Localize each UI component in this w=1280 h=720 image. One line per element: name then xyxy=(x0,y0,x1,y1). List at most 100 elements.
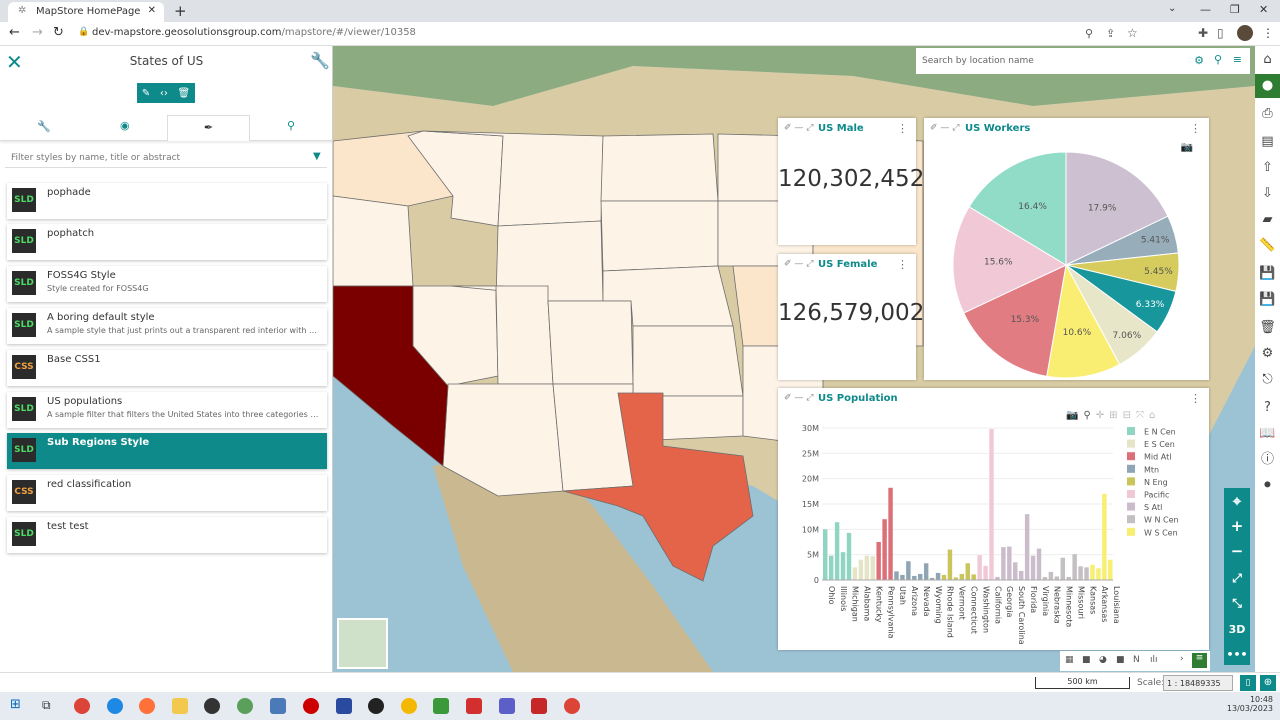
app-icon-5[interactable] xyxy=(204,698,220,714)
legend-label[interactable]: Mid Atl xyxy=(1144,453,1171,462)
bar[interactable] xyxy=(900,574,905,580)
bar[interactable] xyxy=(870,556,875,580)
bar[interactable] xyxy=(1030,555,1036,580)
overview-map-button[interactable] xyxy=(337,618,388,669)
bar[interactable] xyxy=(846,532,852,580)
camera-icon[interactable]: 📷 xyxy=(1180,142,1193,153)
bar[interactable] xyxy=(995,576,1000,580)
tab-style[interactable]: ✒ xyxy=(167,115,250,141)
legend-swatch[interactable] xyxy=(1127,502,1135,511)
filter-styles-input[interactable]: Filter styles by name, title or abstract xyxy=(5,148,327,168)
reload-icon[interactable]: ↻ xyxy=(53,25,64,40)
bar[interactable] xyxy=(1072,554,1077,580)
legend-label[interactable]: S Atl xyxy=(1144,503,1162,512)
scale-select[interactable]: 1 : 18489335 ⌄ xyxy=(1163,675,1233,697)
widget-menu-icon[interactable]: ⋮ xyxy=(1190,122,1201,135)
pie-widget-icon[interactable]: ◕ xyxy=(1099,655,1107,665)
bar[interactable] xyxy=(1042,576,1048,580)
window-close-button[interactable]: ✕ xyxy=(1259,3,1269,16)
bar[interactable] xyxy=(876,542,881,580)
sidebar-icon[interactable]: ▯ xyxy=(1217,26,1224,40)
table-widget-icon[interactable]: ▦ xyxy=(1065,655,1074,665)
locate-icon[interactable]: ⌖ xyxy=(1232,492,1242,510)
legend-swatch[interactable] xyxy=(1127,477,1135,486)
bar[interactable] xyxy=(947,549,953,580)
bar[interactable] xyxy=(918,573,923,580)
bar[interactable] xyxy=(941,574,947,580)
search-icon[interactable]: ⚲ xyxy=(1213,53,1222,66)
bar[interactable] xyxy=(1054,576,1060,580)
extensions-icon[interactable]: ✚ xyxy=(1198,26,1209,40)
info-icon[interactable]: ⓘ xyxy=(1260,452,1274,467)
bar[interactable] xyxy=(1001,547,1006,580)
obs-icon[interactable] xyxy=(368,698,384,714)
trash-icon[interactable]: 🗑 xyxy=(177,87,191,99)
legend-swatch[interactable] xyxy=(1127,452,1135,461)
app-icon-7[interactable] xyxy=(270,698,286,714)
profile-avatar[interactable] xyxy=(1237,25,1253,41)
style-list-item[interactable]: CSS red classification xyxy=(7,475,327,511)
search-menu-icon[interactable]: ≡ xyxy=(1232,53,1242,66)
tab-feature-info[interactable]: ⚲ xyxy=(287,119,296,132)
legend-label[interactable]: E S Cen xyxy=(1144,440,1175,449)
close-icon[interactable]: ✕ xyxy=(6,50,23,74)
widget-menu-icon[interactable]: ⋮ xyxy=(897,122,908,135)
qgis-icon[interactable] xyxy=(237,698,253,714)
folder-icon[interactable]: ▰ xyxy=(1262,212,1273,227)
legend-swatch[interactable] xyxy=(1127,427,1135,435)
zoom-out-icon[interactable]: ⊟ xyxy=(1122,410,1136,421)
bar[interactable] xyxy=(1048,571,1054,580)
legend-swatch[interactable] xyxy=(1127,439,1135,448)
bar[interactable] xyxy=(929,577,935,580)
browser-menu-icon[interactable]: ⋮ xyxy=(1262,26,1274,40)
bar[interactable] xyxy=(1007,546,1012,580)
widget-pin-minimize-expand-icons[interactable]: ✐ — ⤢ xyxy=(784,393,814,403)
tab-settings[interactable]: 🔧 xyxy=(37,120,51,133)
bar[interactable] xyxy=(1013,562,1018,580)
new-tab-button[interactable]: + xyxy=(174,2,187,20)
style-list-item[interactable]: SLD test test xyxy=(7,517,327,553)
search-settings-icon[interactable]: ⚙ xyxy=(1194,54,1204,67)
bar[interactable] xyxy=(828,555,834,580)
bar-widget-icon[interactable]: ılı xyxy=(1150,655,1158,665)
bar[interactable] xyxy=(1060,557,1065,580)
widget-pin-minimize-expand-icons[interactable]: ✐ — ⤢ xyxy=(930,123,960,133)
bar[interactable] xyxy=(882,519,887,580)
print-icon[interactable]: ⎙ xyxy=(1262,106,1273,121)
style-list-item[interactable]: SLD pophatch xyxy=(7,224,327,260)
minimize-button[interactable]: — xyxy=(1200,3,1211,16)
camera-icon[interactable]: 📷 xyxy=(1066,410,1084,421)
bar[interactable] xyxy=(971,574,976,580)
style-list-item[interactable]: SLD FOSS4G Style Style created for FOSS4… xyxy=(7,266,327,302)
bar[interactable] xyxy=(1036,548,1042,580)
home-icon[interactable]: ⌂ xyxy=(1263,52,1272,67)
legend-label[interactable]: W S Cen xyxy=(1144,528,1178,537)
maximize-button[interactable]: ❐ xyxy=(1230,3,1240,16)
bar[interactable] xyxy=(983,565,988,580)
upload-icon[interactable]: ⇧ xyxy=(1262,160,1273,175)
autoscale-icon[interactable]: ⤧ xyxy=(1135,410,1149,421)
filter-icon[interactable]: ▼ xyxy=(313,151,321,162)
bar[interactable] xyxy=(840,552,846,580)
legend-label[interactable]: Mtn xyxy=(1144,465,1159,474)
firefox-icon[interactable] xyxy=(139,698,155,714)
url-field[interactable]: dev-mapstore.geosolutionsgroup.com/mapst… xyxy=(92,27,416,38)
teams-icon[interactable] xyxy=(499,698,515,714)
github-icon[interactable]: ⚫ xyxy=(1262,478,1273,493)
help-icon[interactable]: ? xyxy=(1264,400,1271,415)
document-icon[interactable]: ▤ xyxy=(1261,134,1274,149)
more-options-button[interactable]: ••• xyxy=(1226,648,1248,661)
pie-slice[interactable] xyxy=(952,206,1068,314)
bar[interactable] xyxy=(834,522,840,580)
bar[interactable] xyxy=(959,573,965,580)
legend-swatch[interactable] xyxy=(1127,464,1135,473)
widgets-list-button[interactable]: ≡ xyxy=(1192,653,1207,668)
legend-label[interactable]: E N Cen xyxy=(1144,428,1176,437)
pie-slice[interactable] xyxy=(968,151,1067,266)
legend-label[interactable]: W N Cen xyxy=(1144,516,1179,525)
browser-tab[interactable]: ✲ MapStore HomePage ✕ xyxy=(8,2,164,22)
legend-swatch[interactable] xyxy=(1127,515,1135,524)
legend-label[interactable]: Pacific xyxy=(1144,491,1169,500)
chrome-icon[interactable] xyxy=(74,698,90,714)
pie-slice[interactable] xyxy=(963,264,1067,377)
